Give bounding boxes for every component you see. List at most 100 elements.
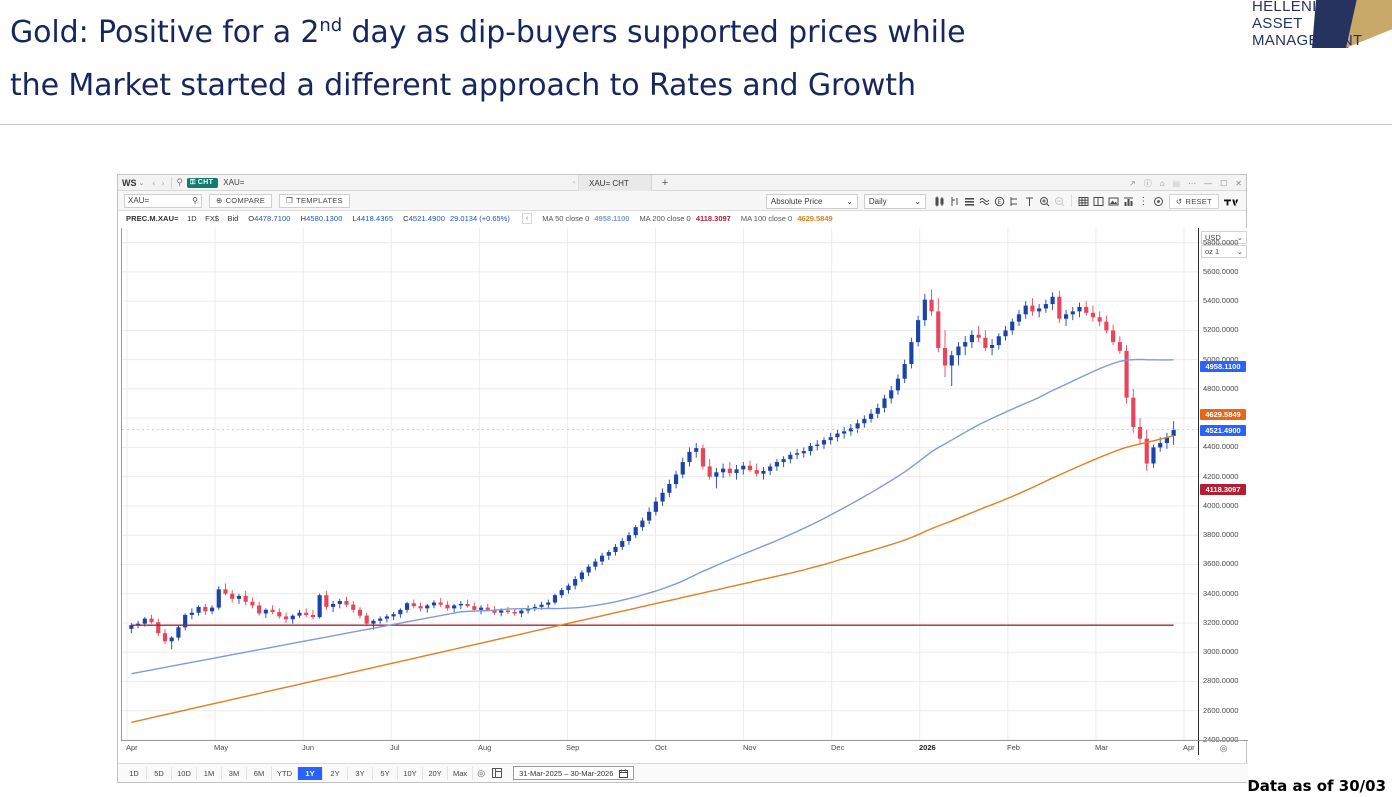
range-button-max[interactable]: Max — [448, 766, 474, 780]
home-icon[interactable]: ⌂ — [1159, 178, 1165, 188]
title-line2: the Market started a different approach … — [10, 68, 916, 103]
range-button-20y[interactable]: 20Y — [423, 766, 448, 780]
envelope-icon[interactable]: E — [992, 192, 1007, 210]
workspace-label[interactable]: WS — [122, 177, 137, 188]
reset-button[interactable]: ↺ RESET — [1168, 193, 1219, 209]
search-icon[interactable]: ⚲ — [176, 177, 183, 187]
range-button-6m[interactable]: 6M — [247, 766, 272, 780]
wave-icon[interactable] — [977, 192, 992, 210]
chart-toolbar: XAU= ⚲ ⊕ COMPARE ❐ TEMPLATES Absolute Pr… — [118, 191, 1246, 211]
time-tick: Nov — [743, 743, 757, 752]
tab-xau-cht[interactable]: XAU= CHT — [579, 175, 652, 191]
more-icon[interactable]: ⋮ — [1138, 195, 1149, 207]
candlestick-plot[interactable] — [121, 228, 1198, 740]
legend-collapse-button[interactable]: ‹ — [521, 213, 533, 224]
currency-value: USD — [1205, 233, 1221, 242]
panel-icon[interactable]: ▤ — [1172, 178, 1181, 188]
currency-select[interactable]: USD ⌄ — [1201, 231, 1247, 244]
help-icon[interactable]: ⓘ — [1143, 178, 1152, 188]
date-range-value: 31-Mar-2025 – 30-Mar-2026 — [519, 768, 614, 778]
price-tick: 5600.0000 — [1203, 266, 1239, 276]
divider — [171, 176, 173, 189]
legend-exchange: FX$ — [205, 214, 219, 223]
compare-button[interactable]: ⊕ COMPARE — [209, 193, 273, 208]
tab-scroll-left-icon[interactable]: ‹ — [570, 175, 579, 191]
price-tick: 3200.0000 — [1203, 617, 1239, 627]
share-icon[interactable]: ↗ — [1129, 178, 1136, 188]
zoom-out-icon[interactable] — [1052, 192, 1067, 210]
legend-ma-100: MA 100 close 0 4629.5849 — [741, 214, 833, 223]
legend-open: O4478.7100 — [248, 214, 290, 223]
tradingview-logo-icon — [1224, 196, 1240, 207]
text-icon[interactable] — [1022, 192, 1037, 210]
range-button-5y[interactable]: 5Y — [373, 766, 398, 780]
range-button-3m[interactable]: 3M — [222, 766, 247, 780]
zoom-in-icon[interactable] — [1037, 192, 1052, 210]
legend-ma-200-value: 4118.3097 — [695, 214, 731, 223]
settings-icon[interactable] — [1151, 192, 1166, 210]
symbol-input[interactable]: XAU= ⚲ — [124, 193, 202, 208]
legend-close-value: 4521.4900 — [408, 214, 445, 223]
range-button-1y[interactable]: 1Y — [298, 766, 323, 780]
data-as-of-note: Data as of 30/03 — [1247, 777, 1386, 795]
range-button-ytd[interactable]: YTD — [272, 766, 298, 780]
minimize-icon[interactable]: — — [1204, 178, 1213, 188]
price-tick: 3000.0000 — [1203, 647, 1239, 657]
axis-settings-button[interactable]: ◎ — [1198, 740, 1248, 755]
legend-open-label: O — [248, 214, 255, 223]
candles-icon[interactable] — [932, 192, 947, 210]
layout-icon[interactable] — [1091, 192, 1106, 210]
range-button-1m[interactable]: 1M — [197, 766, 222, 780]
legend-quote-type: Bid — [227, 214, 239, 223]
forward-arrow-icon[interactable]: › — [161, 177, 165, 188]
page-title: Gold: Positive for a 2nd day as dip-buye… — [10, 6, 1190, 112]
time-axis[interactable]: Apr May Jun Jul Aug Sep Oct Nov Dec 2026 Feb Mar Apr — [121, 740, 1198, 755]
calendar-toggle-icon[interactable] — [489, 767, 505, 780]
settings-icon[interactable]: ◎ — [477, 767, 486, 778]
time-tick: Oct — [655, 743, 667, 752]
maximize-icon[interactable]: ☐ — [1220, 178, 1228, 188]
logo-swoosh-icon — [1312, 0, 1392, 48]
logo-text: HELLENIC ASSET MANAGEMENT — [1252, 0, 1363, 49]
price-mode-select[interactable]: Absolute Price ⌄ — [765, 193, 858, 209]
title-line1-part1: Gold: Positive for a 2 — [10, 15, 320, 50]
legend-ma-100-label: MA 100 close 0 — [740, 214, 793, 223]
date-range-picker[interactable]: 31-Mar-2025 – 30-Mar-2026 — [513, 766, 635, 780]
measure-icon[interactable] — [1007, 192, 1022, 210]
interval-select[interactable]: Daily ⌄ — [863, 193, 926, 209]
unit-select[interactable]: oz 1 ⌄ — [1201, 245, 1247, 258]
range-button-5d[interactable]: 5D — [147, 766, 172, 780]
range-button-2y[interactable]: 2Y — [323, 766, 348, 780]
price-axis[interactable]: USD ⌄ oz 1 ⌄ 5800.0000 5600.0000 5400.0000… — [1198, 228, 1248, 744]
bar-style-icon[interactable] — [947, 192, 962, 210]
legend-symbol[interactable]: PREC.M.XAU= — [126, 214, 179, 223]
app-chip-cht[interactable]: ⚿ CHT — [186, 177, 219, 188]
back-arrow-icon[interactable]: ‹ — [152, 177, 156, 188]
more-icon[interactable]: ⋯ — [1188, 178, 1197, 188]
company-logo: HELLENIC ASSET MANAGEMENT — [1200, 0, 1392, 49]
templates-button[interactable]: ❐ TEMPLATES — [279, 193, 350, 208]
new-tab-button[interactable]: + — [661, 177, 669, 189]
range-button-10y[interactable]: 10Y — [398, 766, 423, 780]
grid-icon[interactable] — [1076, 192, 1091, 210]
search-icon: ⚲ — [192, 196, 198, 205]
svg-text:E: E — [997, 200, 1001, 206]
chart-legend: PREC.M.XAU= · 1D · FX$ · Bid O4478.7100 … — [118, 211, 1246, 226]
range-button-10d[interactable]: 10D — [172, 766, 197, 780]
chevron-down-icon[interactable]: ⌄ — [138, 179, 145, 187]
price-tick: 2600.0000 — [1203, 705, 1239, 715]
time-tick: Mar — [1095, 743, 1108, 752]
legend-high-value: 4580.1300 — [306, 214, 343, 223]
legend-ma-50: MA 50 close 0 4958.1100 — [542, 214, 629, 223]
title-ordinal-suffix: nd — [319, 15, 343, 36]
range-button-1d[interactable]: 1D — [122, 766, 147, 780]
time-tick: Jul — [390, 743, 400, 752]
close-icon[interactable]: ✕ — [1235, 178, 1242, 188]
layers-icon[interactable] — [962, 192, 977, 210]
indicators-icon[interactable] — [1121, 192, 1136, 210]
address-ticker[interactable]: XAU= — [223, 178, 245, 187]
range-button-3y[interactable]: 3Y — [348, 766, 373, 780]
snapshot-icon[interactable] — [1106, 192, 1121, 210]
reset-label: RESET — [1185, 196, 1212, 206]
